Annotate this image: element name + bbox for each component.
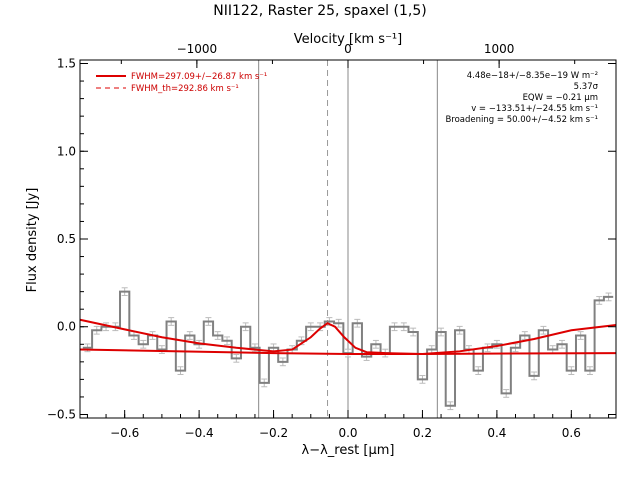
x-tick-label: 0.4 [487,426,506,440]
chart-title: NII122, Raster 25, spaxel (1,5) [213,3,426,19]
annotation-text: 5.37σ [574,82,599,92]
y-tick-label: 0.5 [57,232,76,246]
y-tick-label: −0.5 [47,407,76,421]
x-tick-label: −0.2 [259,426,288,440]
annotation-text: Broadening = 50.00+/−4.52 km s⁻¹ [445,115,598,125]
x-tick-label: 0.6 [562,426,581,440]
axis-ticks: −0.6 −0.4 −0.2 0.0 0.2 0.4 0.6 −0.5 0.0 0.5 1.0 1.5… [47,42,616,440]
x-tick-label: −0.4 [185,426,214,440]
legend-label: FWHM_th=292.86 km s⁻¹ [131,84,239,94]
top-tick-label: 0 [344,42,352,56]
x-tick-label: −0.6 [110,426,139,440]
annotation-text: 4.48e−18+/−8.35e−19 W m⁻² [467,71,598,81]
legend: FWHM=297.09+/−26.87 km s⁻¹ FWHM_th=292.86… [96,72,267,94]
legend-label: FWHM=297.09+/−26.87 km s⁻¹ [131,72,267,82]
x-tick-label: 0.2 [413,426,432,440]
annotation-text: v = −133.51+/−24.55 km s⁻¹ [471,104,598,114]
top-tick-label: −1000 [177,42,218,56]
y-axis-label: Flux density [Jy] [25,188,40,293]
annotation-text: EQW = −0.21 μm [523,93,598,103]
y-tick-label: 1.0 [57,144,76,158]
fit-line [79,318,617,355]
top-axis-label: Velocity [km s⁻¹] [294,32,402,47]
fit-line [79,348,617,355]
x-axis-label: λ−λ_rest [μm] [302,443,395,458]
x-tick-label: 0.0 [338,426,357,440]
y-tick-label: 1.5 [57,57,76,71]
top-tick-label: 1000 [484,42,515,56]
y-tick-label: 0.0 [57,320,76,334]
series-group [79,290,617,407]
